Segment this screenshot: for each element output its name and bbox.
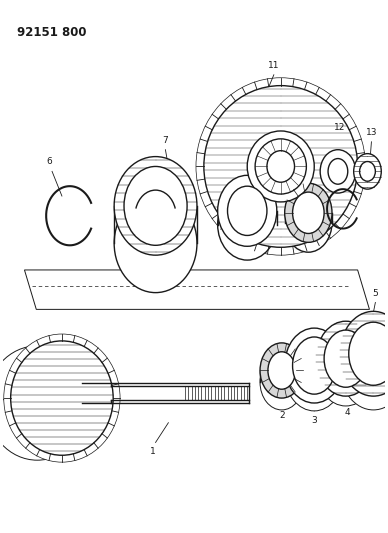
Ellipse shape xyxy=(218,189,277,260)
Ellipse shape xyxy=(349,322,388,385)
Text: 10: 10 xyxy=(327,163,339,172)
Ellipse shape xyxy=(10,341,113,455)
Text: 2: 2 xyxy=(279,411,284,420)
Text: 6: 6 xyxy=(46,157,52,166)
Text: 4: 4 xyxy=(345,408,351,417)
Ellipse shape xyxy=(354,154,381,189)
Text: 92151 800: 92151 800 xyxy=(17,26,86,38)
Ellipse shape xyxy=(328,159,348,184)
Ellipse shape xyxy=(340,325,388,410)
Ellipse shape xyxy=(247,131,314,202)
Text: 8: 8 xyxy=(254,152,260,161)
Ellipse shape xyxy=(124,166,187,245)
Ellipse shape xyxy=(360,161,375,181)
Ellipse shape xyxy=(260,355,303,410)
Ellipse shape xyxy=(114,194,197,293)
Ellipse shape xyxy=(324,330,367,387)
Ellipse shape xyxy=(114,157,197,255)
Ellipse shape xyxy=(255,139,307,194)
Ellipse shape xyxy=(4,334,120,462)
Ellipse shape xyxy=(285,183,332,243)
Text: 1: 1 xyxy=(150,447,156,456)
Ellipse shape xyxy=(268,352,296,389)
Text: 13: 13 xyxy=(365,128,377,137)
Ellipse shape xyxy=(218,175,277,246)
Text: 11: 11 xyxy=(268,61,280,70)
Ellipse shape xyxy=(320,150,356,193)
Text: 7: 7 xyxy=(163,136,168,145)
Ellipse shape xyxy=(340,311,388,396)
Text: 9: 9 xyxy=(312,157,318,166)
Ellipse shape xyxy=(285,193,332,252)
Ellipse shape xyxy=(293,192,324,233)
Ellipse shape xyxy=(196,78,365,255)
Text: 12: 12 xyxy=(334,123,346,132)
Ellipse shape xyxy=(204,86,358,247)
Ellipse shape xyxy=(260,343,303,398)
Ellipse shape xyxy=(267,151,294,182)
Ellipse shape xyxy=(0,346,88,460)
Text: 5: 5 xyxy=(372,288,378,297)
Ellipse shape xyxy=(316,321,375,396)
Text: 3: 3 xyxy=(312,416,317,425)
Ellipse shape xyxy=(285,328,344,403)
Ellipse shape xyxy=(285,336,344,411)
Ellipse shape xyxy=(293,337,336,394)
Ellipse shape xyxy=(316,331,375,406)
Polygon shape xyxy=(24,270,369,309)
Ellipse shape xyxy=(227,186,267,236)
